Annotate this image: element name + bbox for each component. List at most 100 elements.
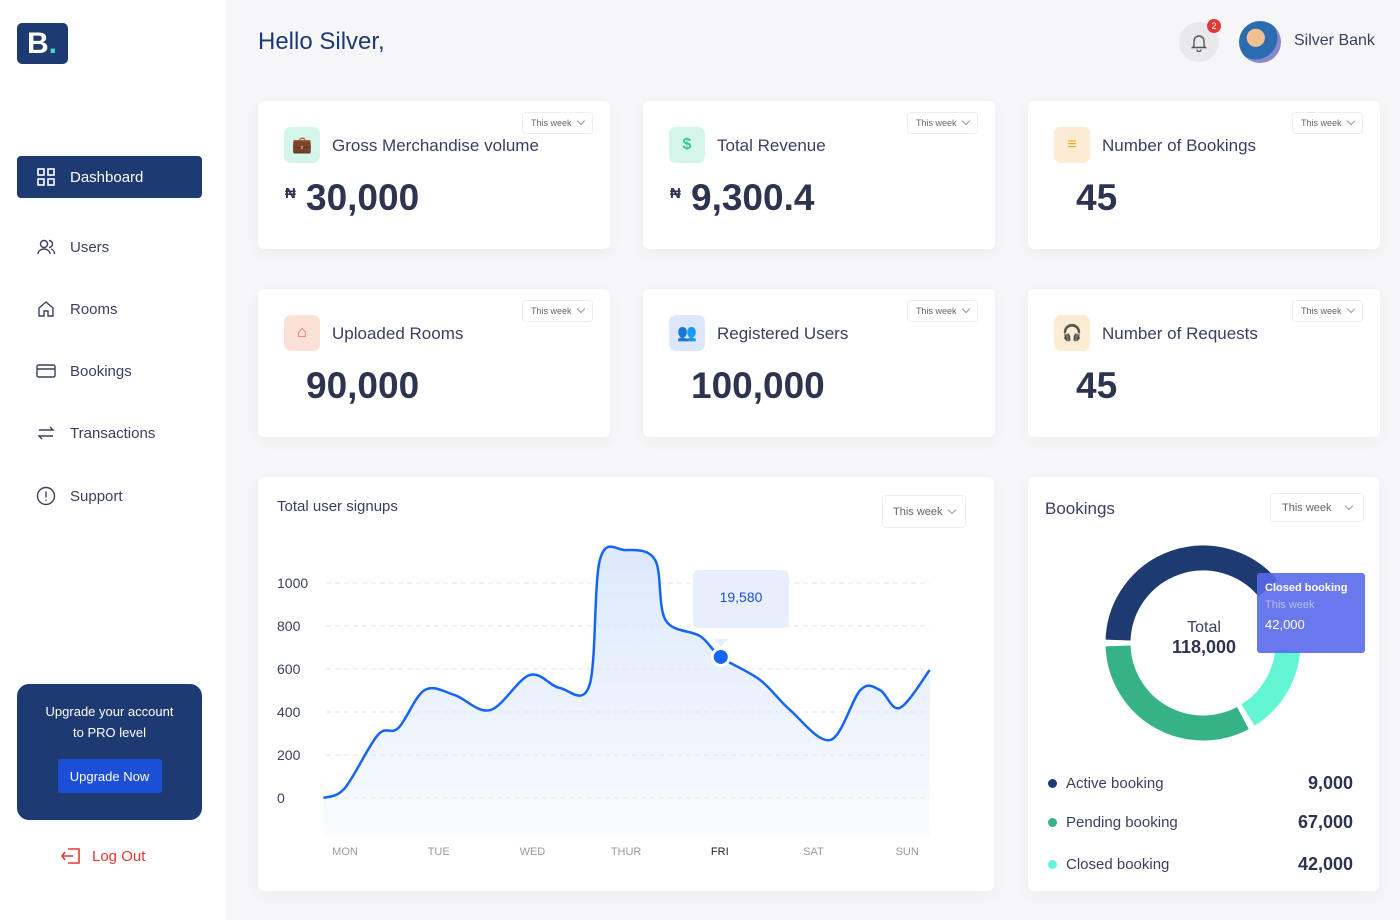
period-select[interactable]: This week [522, 300, 593, 322]
sidebar-item-dashboard[interactable]: Dashboard [17, 156, 202, 198]
user-name[interactable]: Silver Bank [1294, 32, 1375, 49]
stat-value: 9,300.4 [691, 177, 815, 218]
sidebar-item-label: Support [70, 487, 123, 505]
stat-value: 30,000 [306, 177, 420, 218]
legend-label: Pending booking [1066, 814, 1178, 831]
line-chart: 1000 800 600 400 200 0 MON TUE WED THUR FRI SAT SUN [277, 545, 931, 858]
sidebar-item-label: Rooms [70, 300, 118, 318]
chevron-down-icon [961, 304, 970, 314]
bookings-card: Bookings This week Total 118,000 Closed … [1028, 477, 1379, 891]
x-tick-label: MON [332, 846, 358, 858]
logo-dot: . [48, 27, 58, 60]
stat-title: Registered Users [717, 324, 849, 343]
period-label: This week [531, 306, 572, 316]
signups-chart-card: Total user signups This week 1000 800 600 4… [258, 477, 994, 891]
y-tick-label: 200 [277, 747, 301, 763]
tooltip-title: Closed booking [1265, 582, 1348, 594]
chart-tooltip: 19,580 [693, 570, 789, 628]
period-select[interactable]: This week [1292, 112, 1363, 134]
page-title: Hello Silver, [258, 28, 385, 55]
sidebar-item-label: Users [70, 238, 110, 256]
tooltip-value: 42,000 [1265, 617, 1305, 632]
users-icon [37, 239, 56, 255]
stat-card: This week ≡ Number of Bookings 45 [1028, 101, 1380, 249]
notification-badge: 2 [1207, 19, 1221, 33]
area-fill [323, 546, 930, 837]
logout-icon [61, 848, 80, 864]
stat-card: This week 👥 Registered Users 100,000 [643, 289, 995, 437]
sidebar-item-label: Bookings [70, 362, 132, 380]
legend-label: Active booking [1066, 775, 1164, 792]
y-tick-label: 400 [277, 704, 301, 720]
period-select[interactable]: This week [1270, 493, 1364, 522]
currency-symbol: ₦ [670, 185, 681, 202]
donut-segment-closed[interactable] [1241, 648, 1301, 726]
logo[interactable]: B. [17, 23, 68, 64]
notifications-button[interactable]: 2 [1179, 19, 1221, 62]
card-icon [36, 364, 56, 378]
chevron-down-icon [576, 116, 585, 126]
data-point-marker[interactable] [713, 649, 728, 664]
donut-segment-pending[interactable] [1105, 645, 1249, 741]
legend-dot [1048, 779, 1057, 788]
series-line [322, 545, 931, 800]
stat-value: 90,000 [306, 365, 420, 406]
stat-title: Uploaded Rooms [332, 324, 464, 343]
users-icon: 👥 [669, 315, 705, 351]
tooltip-pointer [713, 638, 728, 647]
stat-value: 45 [1076, 365, 1118, 406]
total-value: 118,000 [1171, 637, 1237, 657]
stat-title: Gross Merchandise volume [332, 136, 539, 155]
x-tick-label: SAT [803, 846, 824, 858]
legend-label: Closed booking [1066, 856, 1170, 873]
donut-chart [1105, 545, 1301, 741]
total-label: Total [1187, 619, 1221, 636]
bookings-title: Bookings [1045, 499, 1115, 518]
upgrade-promo: Upgrade your account to PRO level Upgrad… [17, 684, 202, 820]
period-select[interactable]: This week [1292, 300, 1363, 322]
donut-center: Total 118,000 [1153, 619, 1255, 658]
x-tick-label: FRI [711, 846, 729, 858]
sidebar-item-support[interactable]: Support [17, 475, 202, 517]
period-label: This week [531, 118, 572, 128]
legend-value: 9,000 [1307, 773, 1353, 793]
bell-icon [1190, 35, 1208, 52]
alert-circle-icon [36, 486, 56, 506]
sidebar: B. Dashboard Users Rooms Bookings Transa… [0, 0, 226, 920]
y-tick-label: 800 [277, 618, 301, 634]
avatar[interactable] [1239, 21, 1281, 63]
y-tick-label: 1000 [277, 575, 308, 591]
x-tick-label: THUR [611, 846, 642, 858]
home-icon: ⌂ [284, 315, 320, 351]
upgrade-now-button[interactable]: Upgrade Now [57, 759, 162, 793]
y-tick-label: 600 [277, 661, 301, 677]
stat-title: Number of Requests [1102, 324, 1258, 343]
chevron-down-icon [576, 304, 585, 314]
sidebar-item-rooms[interactable]: Rooms [17, 288, 202, 330]
logout-button[interactable]: Log Out [60, 846, 145, 866]
period-label: This week [893, 505, 943, 518]
sidebar-item-label: Transactions [70, 424, 156, 442]
period-select[interactable]: This week [907, 112, 978, 134]
stat-value: 45 [1076, 177, 1118, 218]
sidebar-item-bookings[interactable]: Bookings [17, 350, 202, 392]
logo-letter: B [27, 27, 49, 60]
x-tick-label: WED [520, 846, 546, 858]
x-tick-label: TUE [428, 846, 450, 858]
y-tick-label: 0 [277, 790, 285, 806]
promo-text: Upgrade your account [45, 704, 174, 719]
period-select[interactable]: This week [907, 300, 978, 322]
period-select[interactable]: This week [882, 495, 966, 528]
donut-segment-active[interactable] [1105, 545, 1278, 641]
sidebar-item-transactions[interactable]: Transactions [17, 412, 202, 454]
headset-icon: 🎧 [1054, 315, 1090, 351]
legend-dot [1048, 860, 1057, 869]
transfer-icon [37, 426, 55, 440]
sidebar-item-users[interactable]: Users [17, 226, 202, 268]
stat-value: 100,000 [691, 365, 825, 406]
sidebar-item-label: Dashboard [70, 168, 144, 186]
legend-item: Active booking 9,000 [1048, 773, 1353, 794]
period-select[interactable]: This week [522, 112, 593, 134]
grid-icon [37, 168, 55, 186]
legend-item: Pending booking 67,000 [1048, 812, 1353, 833]
